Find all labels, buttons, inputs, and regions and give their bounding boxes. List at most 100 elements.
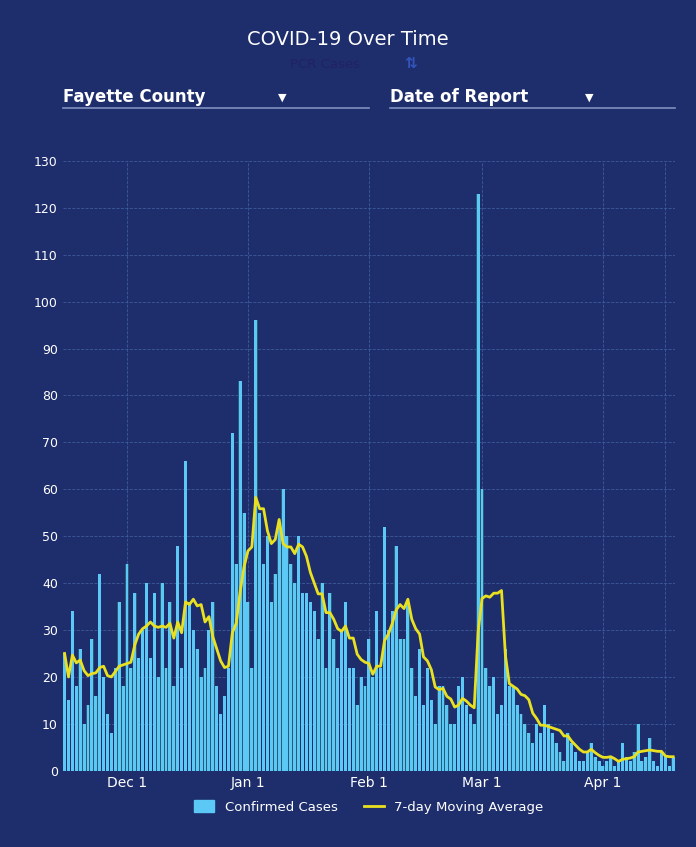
Bar [164,667,168,771]
Bar [168,602,172,771]
Bar [399,639,402,771]
Bar [359,677,363,771]
Bar [344,602,347,771]
Bar [515,705,519,771]
Bar [356,705,359,771]
Bar [70,612,74,771]
Bar [547,724,550,771]
Bar [278,527,281,771]
Bar [251,667,253,771]
Bar [551,734,554,771]
Bar [543,705,546,771]
Bar [473,724,475,771]
Bar [153,593,156,771]
Bar [457,686,460,771]
Bar [313,612,316,771]
Bar [664,756,667,771]
Bar [145,583,148,771]
Bar [372,677,374,771]
Bar [391,612,394,771]
Bar [313,612,316,771]
Bar [441,686,445,771]
Bar [512,686,514,771]
Bar [75,686,78,771]
Bar [663,756,667,771]
Bar [184,461,187,771]
Bar [114,667,117,771]
Bar [176,545,180,771]
Bar [640,761,644,771]
Bar [227,667,230,771]
Bar [184,461,187,771]
Bar [519,715,523,771]
Bar [566,734,569,771]
Bar [601,766,605,771]
Bar [340,630,343,771]
Bar [551,734,554,771]
Bar [605,761,608,771]
Bar [90,639,93,771]
Bar [180,667,183,771]
Bar [648,738,651,771]
Bar [134,593,136,771]
Bar [546,724,550,771]
Bar [582,761,585,771]
Bar [516,705,519,771]
Text: COVID-19 Over Time: COVID-19 Over Time [247,30,449,48]
Bar [383,527,386,771]
Bar [418,649,421,771]
Bar [289,564,292,771]
Bar [480,490,484,771]
Bar [110,734,113,771]
Bar [543,705,546,771]
Bar [438,686,441,771]
Bar [567,734,569,771]
Bar [445,705,449,771]
Bar [243,512,246,771]
Bar [422,705,425,771]
Bar [656,766,659,771]
Bar [274,573,277,771]
Bar [430,700,433,771]
Bar [387,630,390,771]
Bar [371,677,374,771]
Bar [468,715,472,771]
Bar [79,649,81,771]
Bar [320,583,324,771]
Bar [469,715,472,771]
Bar [429,700,433,771]
Bar [504,649,507,771]
Bar [644,756,647,771]
Bar [574,752,577,771]
Bar [621,743,624,771]
Bar [348,667,351,771]
Bar [617,761,620,771]
Bar [74,686,78,771]
Bar [223,695,226,771]
Bar [594,756,596,771]
Bar [200,677,203,771]
Bar [317,639,320,771]
Bar [555,743,558,771]
Bar [305,593,308,771]
Bar [379,667,382,771]
Bar [411,667,413,771]
Bar [282,490,285,771]
Bar [180,667,183,771]
Bar [402,639,406,771]
Bar [519,715,523,771]
Bar [539,734,542,771]
Bar [465,705,468,771]
Bar [473,724,476,771]
Bar [176,545,179,771]
Bar [149,658,152,771]
Bar [137,658,140,771]
Bar [324,667,327,771]
Bar [336,667,340,771]
Bar [422,705,425,771]
Bar [347,667,351,771]
Bar [476,194,480,771]
Bar [82,724,86,771]
Bar [410,667,413,771]
Bar [398,639,402,771]
